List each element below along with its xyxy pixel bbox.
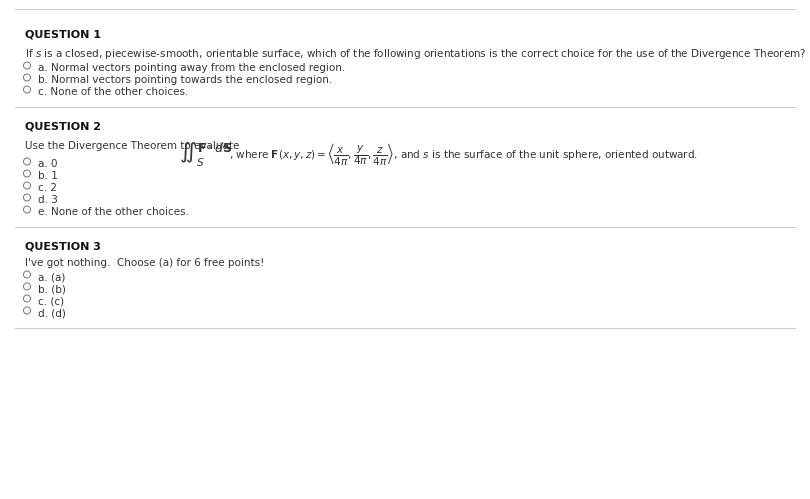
- Text: a. Normal vectors pointing away from the enclosed region.: a. Normal vectors pointing away from the…: [38, 63, 345, 73]
- Text: I've got nothing.  Choose (a) for 6 free points!: I've got nothing. Choose (a) for 6 free …: [25, 258, 264, 268]
- Text: $\iint_S$: $\iint_S$: [179, 140, 204, 169]
- Text: c. (c): c. (c): [38, 296, 64, 306]
- Text: QUESTION 2: QUESTION 2: [25, 121, 101, 131]
- Text: e. None of the other choices.: e. None of the other choices.: [38, 207, 189, 217]
- Text: $\mathbf{F} \cdot d\mathbf{S}$: $\mathbf{F} \cdot d\mathbf{S}$: [197, 141, 232, 155]
- Text: d. (d): d. (d): [38, 308, 66, 318]
- Text: , where $\mathbf{F}(x,y,z) = \left\langle \dfrac{x}{4\pi}, \dfrac{y}{4\pi}, \dfr: , where $\mathbf{F}(x,y,z) = \left\langl…: [229, 141, 698, 167]
- Text: If $s$ is a closed, piecewise-smooth, orientable surface, which of the following: If $s$ is a closed, piecewise-smooth, or…: [25, 47, 807, 61]
- Text: Use the Divergence Theorem to evaluate: Use the Divergence Theorem to evaluate: [25, 141, 240, 151]
- Text: c. None of the other choices.: c. None of the other choices.: [38, 87, 189, 97]
- Text: QUESTION 3: QUESTION 3: [25, 241, 101, 251]
- Text: b. Normal vectors pointing towards the enclosed region.: b. Normal vectors pointing towards the e…: [38, 75, 332, 85]
- Text: a. (a): a. (a): [38, 272, 66, 282]
- Text: b. 1: b. 1: [38, 171, 58, 181]
- Text: d. 3: d. 3: [38, 195, 58, 205]
- Text: b. (b): b. (b): [38, 284, 66, 294]
- Text: a. 0: a. 0: [38, 159, 58, 169]
- Text: c. 2: c. 2: [38, 183, 57, 193]
- Text: QUESTION 1: QUESTION 1: [25, 29, 101, 39]
